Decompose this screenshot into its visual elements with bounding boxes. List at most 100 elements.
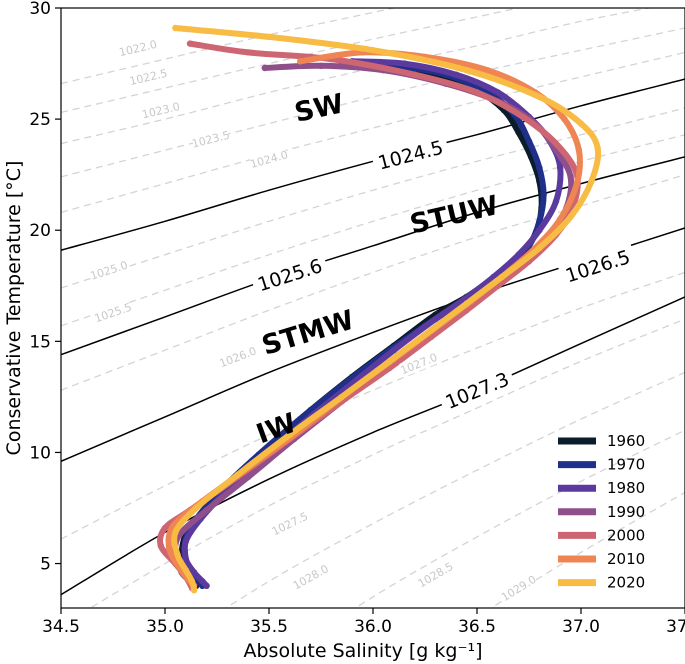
series-point-2020 <box>338 393 345 401</box>
series-point-1980 <box>536 227 543 234</box>
x-tick-label: 35.5 <box>250 617 288 637</box>
series-point-2020 <box>172 24 179 32</box>
series-point-1960 <box>515 129 522 136</box>
series-point-2020 <box>567 213 574 221</box>
y-tick-label: 15 <box>29 332 51 352</box>
series-point-2020 <box>190 587 198 594</box>
series-point-1970 <box>536 164 543 172</box>
series-point-1990 <box>567 173 574 181</box>
legend-label-1990: 1990 <box>607 503 645 521</box>
series-point-1990 <box>245 473 252 481</box>
series-point-2020 <box>182 567 189 574</box>
series-point-2020 <box>498 273 506 281</box>
y-tick-label: 5 <box>40 555 51 575</box>
series-point-2020 <box>234 471 241 478</box>
legend-label-2020: 2020 <box>607 574 645 592</box>
series-point-2020 <box>463 67 470 74</box>
minor-contour-label-bg <box>499 572 538 604</box>
minor-contour-label-bg <box>118 37 158 59</box>
data-series <box>157 24 602 594</box>
x-tick-label: 36.5 <box>458 617 496 637</box>
series-point-2010 <box>575 147 583 154</box>
minor-contour-label-bg <box>218 343 258 370</box>
series-point-2020 <box>428 327 435 334</box>
series-point-2020 <box>536 244 543 252</box>
x-tick-label: 37.0 <box>562 617 600 637</box>
x-tick-label: 35.0 <box>146 617 184 637</box>
series-point-1980 <box>453 71 460 78</box>
minor-contour-label-bg <box>249 147 289 171</box>
minor-contour-label-bg <box>399 350 439 377</box>
minor-contour-label-bg <box>93 299 133 325</box>
series-point-1980 <box>199 578 206 585</box>
major-contour-1025.6 <box>61 156 685 356</box>
series-point-2000 <box>519 113 526 121</box>
series-point-2020 <box>577 120 585 127</box>
series-point-1980 <box>203 582 210 589</box>
series-point-1980 <box>515 251 522 258</box>
series-point-1980 <box>494 89 501 96</box>
major-contour-label-bg <box>249 251 330 298</box>
minor-contour-1028.5 <box>354 429 685 608</box>
series-point-2010 <box>557 215 564 223</box>
series-point-1990 <box>261 64 268 72</box>
minor-contour-1023.0 <box>61 8 653 145</box>
series-point-1980 <box>190 569 198 576</box>
minor-contour-1025.0 <box>61 107 685 289</box>
legend-label-2010: 2010 <box>607 550 645 568</box>
minor-contour-label-bg <box>129 65 168 88</box>
series-point-2000 <box>157 542 164 549</box>
series-point-2010 <box>484 67 491 74</box>
series-point-1970 <box>540 191 547 198</box>
legend-label-1980: 1980 <box>607 479 645 497</box>
major-contour-label-bg <box>437 364 517 416</box>
y-tick-label: 25 <box>29 110 51 130</box>
minor-contour-label-bg <box>141 99 180 122</box>
legend: 1960 1970 1980 1990 2000 2010 2020 <box>558 432 645 592</box>
major-contour-label-bg <box>557 242 638 289</box>
x-axis-ticks: 34.5 35.0 35.5 36.0 36.5 37.0 37.5 <box>42 608 685 637</box>
x-axis-label: Absolute Salinity [g kg⁻¹] <box>243 640 482 662</box>
legend-label-1970: 1970 <box>607 456 645 474</box>
series-point-2020 <box>193 504 200 512</box>
series-point-2010 <box>166 544 173 552</box>
series-point-2020 <box>588 178 595 185</box>
series-point-2020 <box>594 144 601 152</box>
minor-contour-label-bg <box>191 127 230 151</box>
x-tick-label: 37.5 <box>666 617 685 637</box>
series-point-2020 <box>265 33 273 41</box>
series-point-1970 <box>525 138 533 145</box>
minor-contour-1028.0 <box>224 371 685 608</box>
series-point-2000 <box>161 524 169 532</box>
y-axis-ticks: 5 10 15 20 25 30 <box>29 0 61 575</box>
series-point-2020 <box>172 529 179 536</box>
minor-contour-1027.0 <box>61 271 685 540</box>
series-point-2000 <box>245 49 252 56</box>
y-axis-label: Conservative Temperature [°C] <box>3 161 25 456</box>
series-point-2000 <box>473 89 481 96</box>
minor-contour-1026.0 <box>61 174 685 391</box>
minor-contour-1027.5 <box>89 318 685 608</box>
series-point-2010 <box>561 115 568 123</box>
series-point-2000 <box>186 40 194 47</box>
y-tick-label: 20 <box>29 221 51 241</box>
series-point-1980 <box>390 347 397 354</box>
series-point-1980 <box>401 60 408 67</box>
minor-contour-label-bg <box>89 258 129 283</box>
series-point-2020 <box>386 358 393 365</box>
legend-label-2000: 2000 <box>607 526 645 544</box>
minor-contour-label-bg <box>270 509 310 538</box>
series-point-1990 <box>203 507 210 514</box>
series-point-2020 <box>188 578 196 585</box>
series-point-2020 <box>174 551 181 558</box>
series-point-1980 <box>552 198 560 205</box>
series-point-1980 <box>182 555 189 563</box>
x-tick-label: 34.5 <box>42 617 80 637</box>
series-point-2010 <box>297 58 304 65</box>
legend-label-1960: 1960 <box>607 432 645 450</box>
y-tick-label: 30 <box>29 0 51 19</box>
minor-contour-label-bg <box>291 562 330 592</box>
plot-background <box>61 8 685 608</box>
series-point-2010 <box>573 180 580 187</box>
